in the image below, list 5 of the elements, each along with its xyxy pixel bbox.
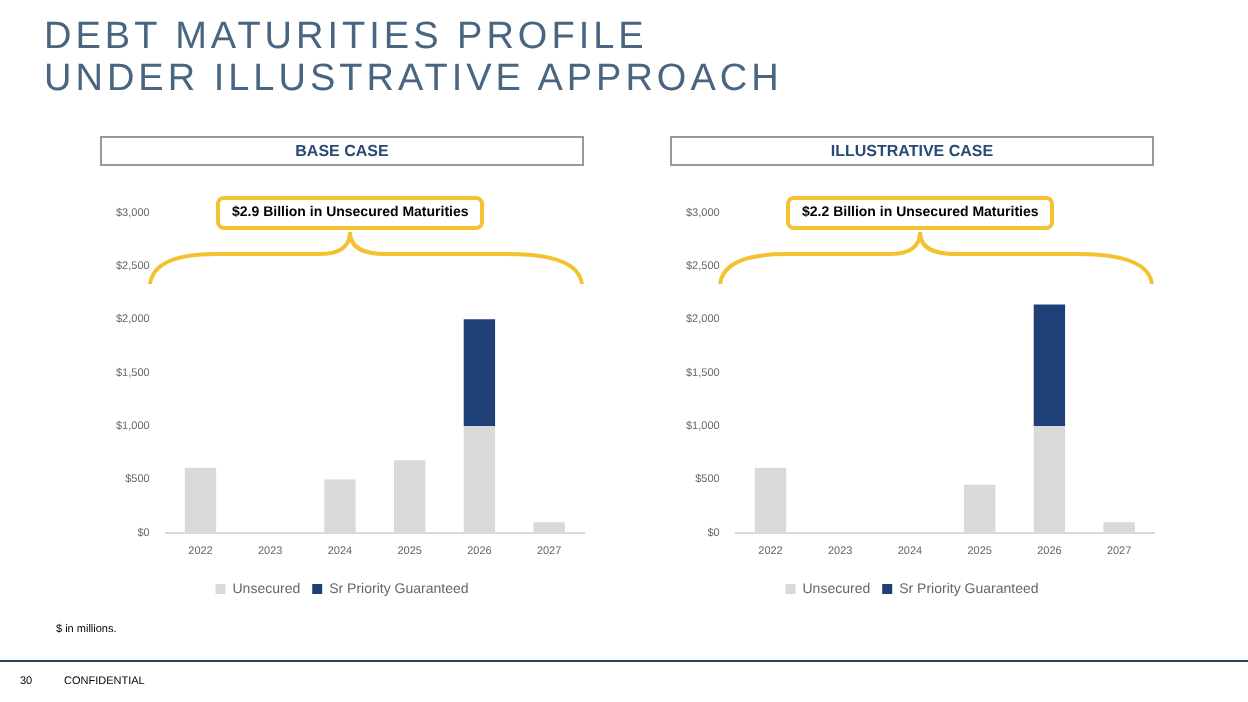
chart-title: DEBT MATURITIES PROFILE UNDER ILLUSTRATIVE APPROACH — [44, 16, 785, 100]
chart-subtitle: ILLUSTRATIVE CASE — [670, 136, 1154, 166]
bar — [1033, 304, 1066, 427]
chart-subtitle: BASE CASE — [100, 136, 584, 166]
bar — [463, 319, 496, 427]
